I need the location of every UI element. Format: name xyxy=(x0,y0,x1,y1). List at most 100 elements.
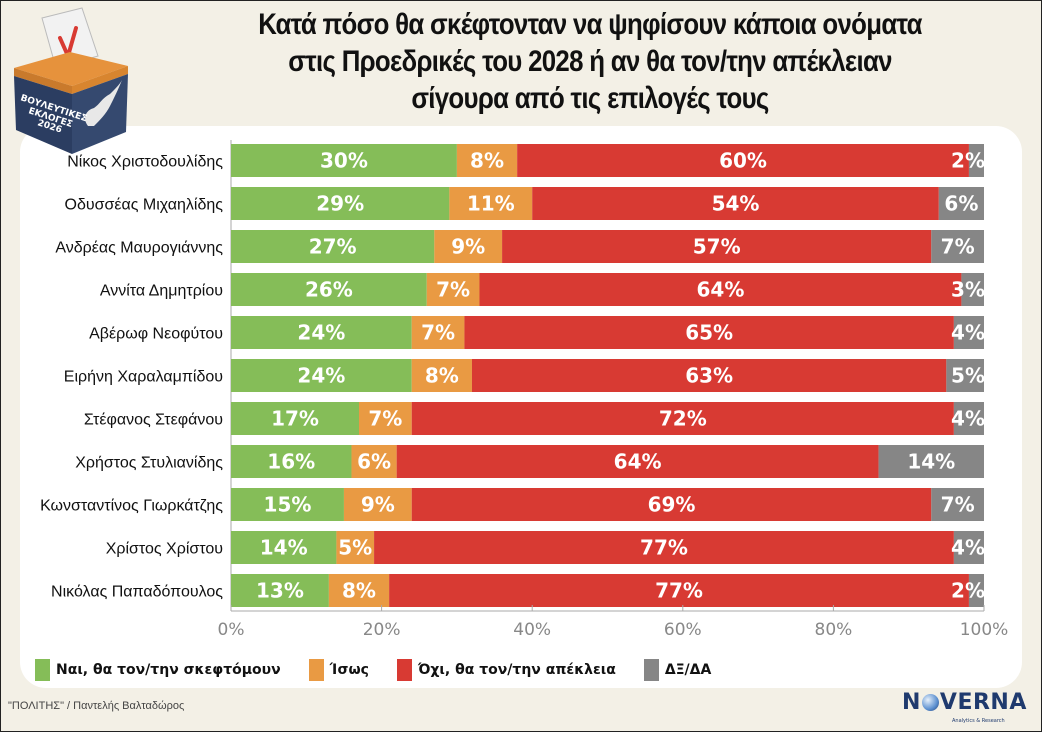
legend-item-yes: Ναι, θα τον/την σκεφτόμουν xyxy=(35,659,281,681)
value-label-maybe: 5% xyxy=(338,536,372,560)
bar-segment-dk xyxy=(938,187,984,220)
bar-segment-yes xyxy=(231,359,412,392)
value-label-no: 77% xyxy=(655,579,703,603)
category-label: Ανδρέας Μαυρογιάννης xyxy=(55,240,223,257)
value-label-dk: 14% xyxy=(907,450,955,474)
category-label: Νίκος Χριστοδουλίδης xyxy=(67,154,223,171)
value-label-maybe: 7% xyxy=(421,321,455,345)
ballot-box-lid-side xyxy=(72,66,128,94)
bar-segment-maybe xyxy=(426,273,480,306)
stacked-bar-chart: Νίκος Χριστοδουλίδης 30% 8% 60% 2% Οδυσσέας Μ… xyxy=(40,140,1009,640)
bar-segment-yes xyxy=(231,402,360,435)
ballot-box-lid-front xyxy=(14,68,72,94)
bar-segment-dk xyxy=(953,402,984,435)
bar-segment-dk xyxy=(953,531,984,564)
bar-segment-maybe xyxy=(411,316,465,349)
x-tick-label: 20% xyxy=(363,620,401,640)
value-label-yes: 27% xyxy=(309,235,357,259)
x-tick-label: 80% xyxy=(815,620,853,640)
value-label-maybe: 6% xyxy=(357,450,391,474)
bar-segment-maybe xyxy=(343,488,412,521)
value-label-maybe: 8% xyxy=(425,364,459,388)
title-line-1: Κατά πόσο θα σκέφτονταν να ψηφίσουν κάπο… xyxy=(258,8,922,41)
value-label-no: 77% xyxy=(640,536,688,560)
bar-segment-maybe xyxy=(351,445,397,478)
brand-tagline: Analytics & Research xyxy=(952,718,1005,724)
legend-label: ΔΞ/ΔΑ xyxy=(664,662,712,678)
legend-item-maybe: Ίσως xyxy=(308,659,369,681)
bar-segment-no xyxy=(532,187,939,220)
value-label-yes: 16% xyxy=(267,450,315,474)
x-tick-label: 100% xyxy=(960,620,1009,640)
bar-segment-dk xyxy=(878,445,984,478)
bar-segment-no xyxy=(517,144,969,177)
bar-segment-no xyxy=(396,445,879,478)
bar-segment-yes xyxy=(231,187,450,220)
legend-item-no: Όχι, θα τον/την απέκλεια xyxy=(396,659,616,681)
value-label-yes: 17% xyxy=(271,407,319,431)
brand-logo: N VERNA xyxy=(902,690,1027,715)
value-label-yes: 24% xyxy=(297,321,345,345)
value-label-dk: 4% xyxy=(951,321,985,345)
value-label-dk: 2% xyxy=(951,149,985,173)
bar-segment-no xyxy=(471,359,947,392)
value-label-no: 64% xyxy=(697,278,745,302)
bar-segment-maybe xyxy=(411,359,472,392)
legend-swatch xyxy=(308,659,324,681)
credit-text: "ΠΟΛΙΤΗΣ" / Παντελής Βαλταδώρος xyxy=(8,700,185,712)
bar-segment-yes xyxy=(231,273,427,306)
bar-segment-maybe xyxy=(456,144,518,177)
bar-segment-dk xyxy=(946,359,984,392)
value-label-dk: 7% xyxy=(941,493,975,517)
value-label-yes: 14% xyxy=(260,536,308,560)
bar-segment-no xyxy=(411,402,954,435)
value-label-no: 57% xyxy=(693,235,741,259)
value-label-maybe: 9% xyxy=(451,235,485,259)
category-label: Στέφανος Στεφάνου xyxy=(84,412,223,429)
value-label-dk: 2% xyxy=(951,579,985,603)
bar-segment-maybe xyxy=(449,187,533,220)
bar-segment-maybe xyxy=(328,574,390,607)
legend-item-dk: ΔΞ/ΔΑ xyxy=(643,659,712,681)
value-label-no: 60% xyxy=(719,149,767,173)
legend-swatch xyxy=(35,659,50,681)
x-tick-label: 60% xyxy=(664,620,702,640)
bar-segment-no xyxy=(502,230,932,263)
category-label: Αβέρωφ Νεοφύτου xyxy=(89,326,223,343)
legend: Ναι, θα τον/την σκεφτόμουν Ίσως Όχι, θα το… xyxy=(35,658,739,682)
legend-label: Ναι, θα τον/την σκεφτόμουν xyxy=(56,662,281,678)
value-label-dk: 3% xyxy=(951,278,985,302)
bar-segment-no xyxy=(411,488,932,521)
legend-label: Ίσως xyxy=(329,662,369,678)
value-label-yes: 30% xyxy=(320,149,368,173)
ballot-paper xyxy=(41,7,99,69)
title-line-3: σίγουρα από τις επιλογές τους xyxy=(411,82,769,115)
value-label-maybe: 11% xyxy=(467,192,515,216)
bar-segment-maybe xyxy=(359,402,412,435)
category-label: Χρίστος Χρίστου xyxy=(106,541,223,558)
bar-segment-dk xyxy=(961,273,984,306)
legend-swatch xyxy=(643,659,659,681)
value-label-maybe: 8% xyxy=(470,149,504,173)
bar-segment-maybe xyxy=(336,531,375,564)
bar-segment-yes xyxy=(231,488,344,521)
value-label-dk: 7% xyxy=(941,235,975,259)
value-label-dk: 5% xyxy=(951,364,985,388)
bar-segment-yes xyxy=(231,316,412,349)
category-label: Ειρήνη Χαραλαμπίδου xyxy=(64,369,223,386)
value-label-no: 64% xyxy=(614,450,662,474)
cyprus-map-icon xyxy=(85,80,122,126)
value-label-no: 69% xyxy=(648,493,696,517)
bar-segment-yes xyxy=(231,144,457,177)
ballot-box-left-face xyxy=(14,76,72,154)
bar-segment-maybe xyxy=(434,230,503,263)
value-label-no: 65% xyxy=(685,321,733,345)
category-label: Νικόλας Παπαδόπουλος xyxy=(51,584,223,601)
bar-segment-yes xyxy=(231,531,337,564)
category-label: Αννίτα Δημητρίου xyxy=(100,283,223,300)
category-label: Κωνσταντίνος Γιωρκάτζης xyxy=(40,498,223,515)
value-label-yes: 13% xyxy=(256,579,304,603)
value-label-dk: 4% xyxy=(951,536,985,560)
value-label-maybe: 8% xyxy=(342,579,376,603)
value-label-yes: 24% xyxy=(297,364,345,388)
